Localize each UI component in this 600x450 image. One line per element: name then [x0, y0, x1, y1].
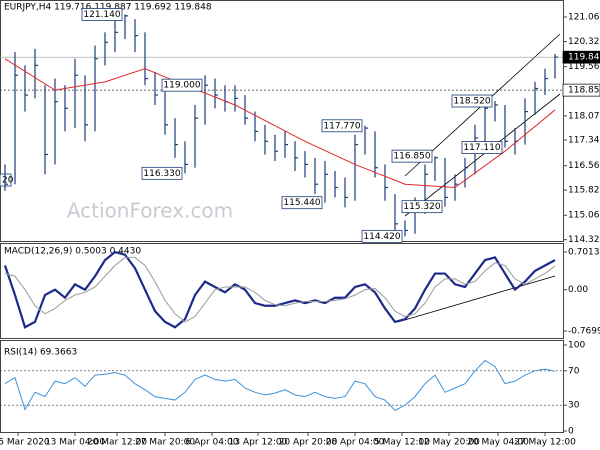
- y-tick-label: 0.00: [568, 285, 588, 295]
- annotation-box: [451, 94, 493, 108]
- annotation-label: 114.420: [363, 232, 400, 242]
- watermark: ActionForex.com: [67, 199, 233, 223]
- annotation-label: 121.140: [83, 10, 120, 20]
- y-tick-label: 121.065: [568, 13, 600, 23]
- y-tick-label: 118.070: [568, 111, 600, 121]
- y-tick-label: 70: [568, 366, 580, 376]
- macd-panel: [0, 243, 564, 339]
- y-tick-label: 115.060: [568, 211, 600, 221]
- x-tick-label: 20 Mar 12:00: [87, 438, 147, 448]
- annotation-box: [281, 196, 323, 210]
- y-tick-label: 0.7013: [568, 247, 600, 257]
- annotation-label: 118.520: [453, 97, 490, 107]
- y-tick-label: 119.560: [568, 62, 600, 72]
- series-line: [3, 250, 556, 329]
- channel-lower: [404, 93, 561, 217]
- annotation-label: 116.850: [393, 152, 430, 162]
- panel-title: RSI(14) 69.3663: [4, 348, 77, 358]
- annotation-label: 115.440: [283, 198, 320, 208]
- series-line: [4, 359, 556, 411]
- level-box: [562, 83, 600, 97]
- level-box: [562, 50, 600, 64]
- annotation-label: 115.320: [403, 202, 440, 212]
- annotation-box: [321, 119, 363, 133]
- rsi-panel: [0, 340, 564, 433]
- panel-title: EURJPY,H4 119.716 119.887 119.692 119.84…: [4, 3, 212, 13]
- annotation-box: [461, 141, 503, 154]
- y-tick-label: 115.820: [568, 186, 600, 196]
- y-tick-label: 114.320: [568, 235, 600, 245]
- y-tick-label: 100: [568, 341, 585, 351]
- annotation-box: [141, 166, 183, 180]
- x-tick-label: 13 Mar 04:00: [45, 438, 105, 448]
- y-tick-label: 116.560: [568, 161, 600, 171]
- x-tick-label: 20 Apr 20:00: [279, 438, 338, 448]
- x-tick-label: 6 Apr 04:00: [186, 438, 239, 448]
- y-tick-label: 120.320: [568, 37, 600, 47]
- price-panel: [0, 0, 564, 242]
- panel-title: MACD(12,26,9) 0.5003 0.4430: [4, 247, 141, 257]
- annotation-box: [361, 229, 403, 243]
- annotation-label: 116.330: [143, 169, 180, 179]
- level-label: 119.848: [568, 53, 600, 63]
- x-tick-label: 5 Mar 2020: [0, 438, 50, 448]
- annotation-box: [161, 78, 203, 92]
- y-tick-label: -0.7699: [568, 327, 600, 337]
- annotation-label: 117.770: [323, 121, 360, 131]
- y-tick-label: 117.340: [568, 135, 600, 145]
- x-tick-label: 13 Apr 12:00: [229, 438, 288, 448]
- moving-average: [4, 58, 556, 189]
- annotation-label: 119.000: [163, 81, 200, 91]
- x-tick-label: 5 May 12:00: [374, 438, 430, 448]
- annotation-box: [81, 8, 123, 21]
- y-tick-label: 30: [568, 401, 580, 411]
- level-label: 118.850: [568, 86, 600, 96]
- x-tick-label: 28 Apr 04:00: [326, 438, 385, 448]
- annotation-box: [401, 200, 443, 214]
- x-tick-label: 12 May 20:00: [418, 438, 480, 448]
- x-tick-label: 20 May 04:00: [467, 438, 529, 448]
- macd-trendline: [397, 275, 556, 323]
- annotation-box: [391, 149, 433, 163]
- x-tick-label: 27 Mar 20:00: [135, 438, 195, 448]
- annotation-label: 117.110: [463, 143, 500, 153]
- x-tick-label: 27 May 12:00: [514, 438, 576, 448]
- series-line: [4, 256, 556, 323]
- y-tick-label: 0: [568, 427, 574, 437]
- edge-label: 20: [2, 176, 14, 186]
